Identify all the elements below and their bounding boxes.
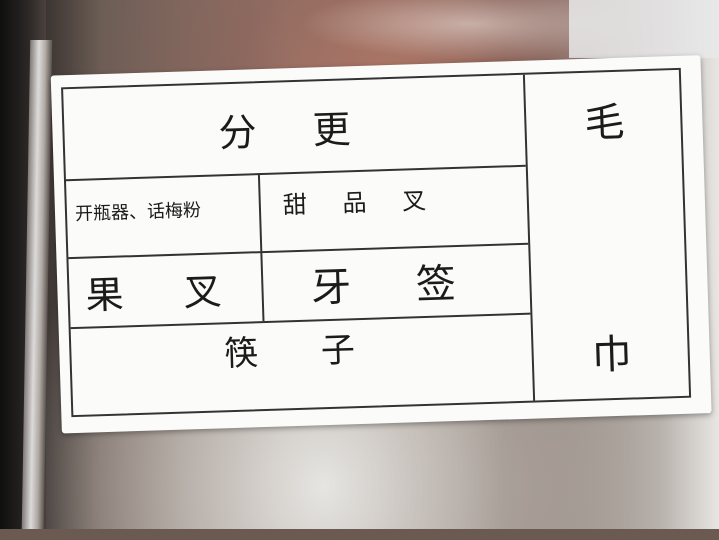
- printed-label-sticker: 分 更 开瓶器、话梅粉 甜 品 叉 果 叉 牙 签 筷 子 毛 巾: [50, 55, 712, 434]
- label-table: 分 更 开瓶器、话梅粉 甜 品 叉 果 叉 牙 签 筷 子 毛 巾: [61, 67, 692, 418]
- label-title: 分 更: [217, 106, 374, 155]
- cell-fruit-fork: 果 叉: [84, 268, 247, 318]
- cell-bottle-opener: 开瓶器、话梅粉: [74, 199, 202, 225]
- side-towel-column: 毛 巾: [525, 70, 691, 403]
- background-paper: [569, 0, 719, 58]
- side-bottom-char: 巾: [591, 331, 633, 379]
- side-top-char: 毛: [583, 99, 626, 147]
- cell-dessert-fork: 甜 品 叉: [282, 185, 441, 219]
- cell-toothpick: 牙 签: [310, 260, 483, 312]
- cell-chopsticks: 筷 子: [223, 328, 382, 374]
